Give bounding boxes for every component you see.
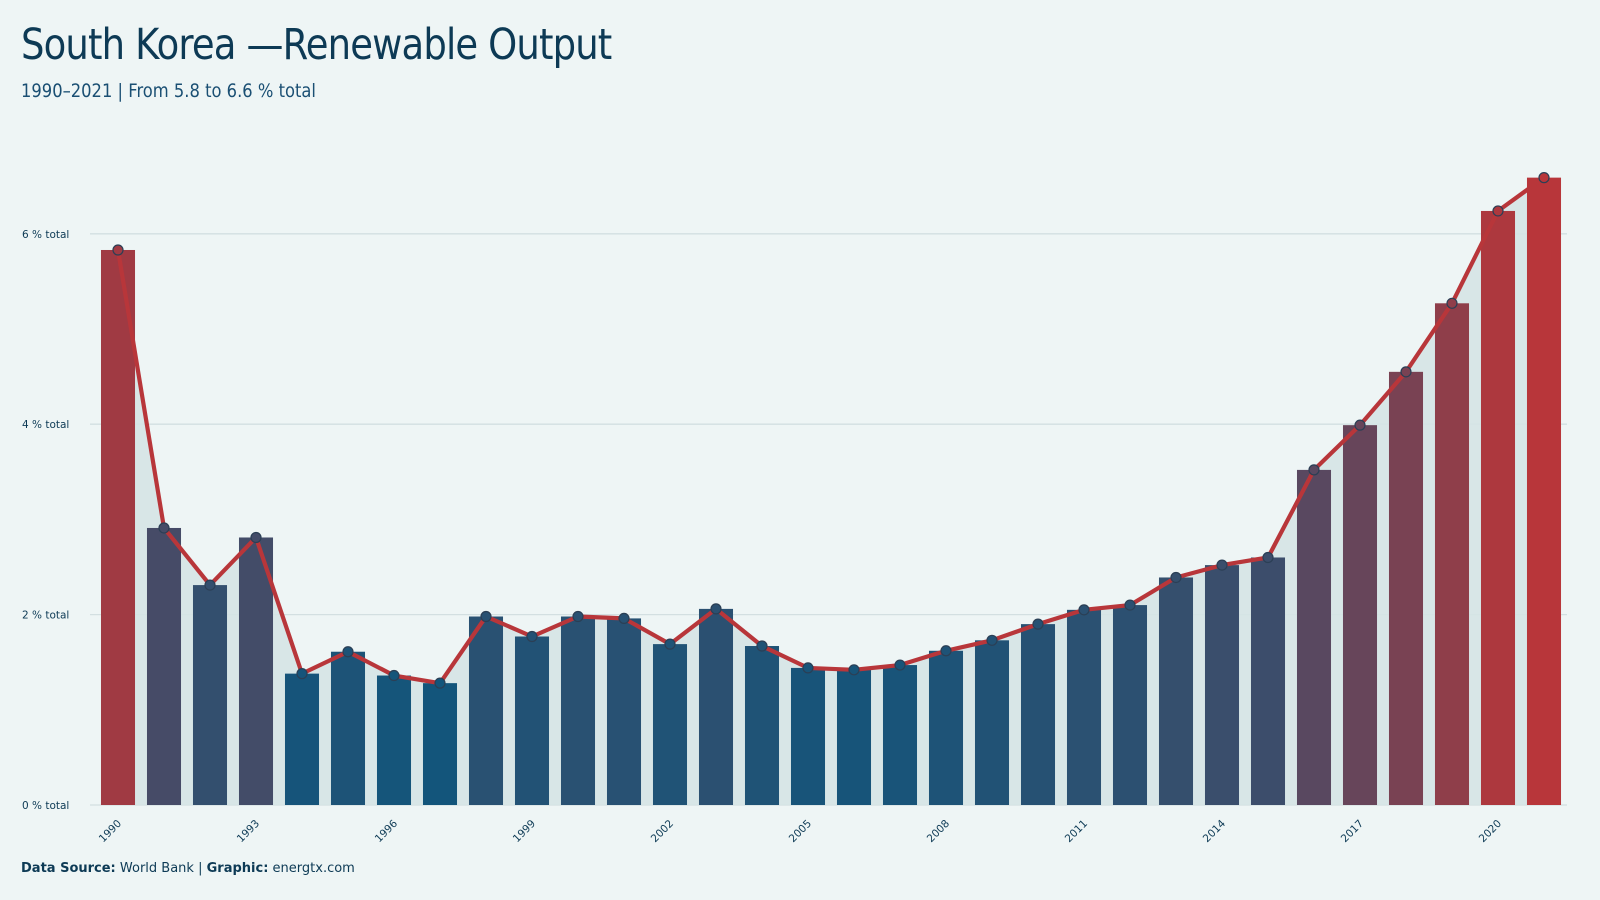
point-1998	[480, 610, 492, 623]
point-1990	[112, 244, 124, 256]
point-2003	[710, 603, 722, 615]
point-2004	[756, 640, 768, 652]
point-1995	[342, 646, 354, 658]
x-axis: 1990 1993 1996 1999 2002 2005 2008 2011 2014 2017…	[97, 817, 1504, 845]
bar-2008	[928, 650, 964, 805]
chart-title: South Korea —Renewable Output	[21, 20, 612, 70]
bar-layer	[100, 177, 1562, 805]
point-1993	[250, 531, 262, 544]
y-tick-label: 0 % total	[22, 800, 69, 812]
footer-separator: |	[198, 861, 203, 876]
bar-2003	[698, 608, 734, 805]
bar-2017	[1342, 425, 1378, 805]
point-2007	[894, 659, 906, 671]
point-2010	[1032, 618, 1044, 630]
point-1997	[434, 677, 446, 689]
point-1996	[388, 669, 400, 682]
bar-1999	[514, 636, 550, 805]
bar-1997	[422, 683, 458, 805]
x-tick-label: 1993	[235, 818, 262, 845]
bar-2002	[652, 644, 688, 805]
bar-1994	[284, 673, 320, 805]
x-tick-label: 1990	[97, 818, 124, 845]
point-2001	[618, 612, 630, 625]
graphic-value: energtx.com	[272, 861, 355, 876]
x-tick-label: 2002	[649, 818, 676, 845]
point-1991	[158, 522, 170, 534]
x-tick-label: 2020	[1477, 818, 1504, 845]
point-2015	[1262, 551, 1274, 564]
bar-2020	[1480, 210, 1516, 805]
y-tick-label: 2 % total	[22, 610, 69, 622]
bar-1991	[146, 527, 182, 805]
bar-2001	[606, 618, 642, 805]
bar-2004	[744, 646, 780, 805]
point-2017	[1354, 419, 1366, 431]
bar-2009	[974, 640, 1010, 805]
y-tick-label: 4 % total	[22, 419, 69, 431]
bar-2018	[1388, 371, 1424, 805]
footer: Data Source: World Bank | Graphic: energ…	[21, 861, 355, 876]
bar-2005	[790, 667, 826, 805]
bar-1998	[468, 616, 504, 805]
x-tick-label: 2017	[1339, 818, 1366, 845]
point-2014	[1216, 559, 1228, 571]
bar-2000	[560, 616, 596, 805]
source-value: World Bank	[119, 861, 194, 876]
point-2020	[1492, 205, 1504, 217]
point-2005	[802, 662, 814, 674]
series-line	[115, 175, 1547, 686]
point-2021	[1538, 172, 1550, 184]
point-2006	[848, 664, 860, 676]
bar-1996	[376, 675, 412, 805]
bar-1990	[100, 249, 136, 805]
bar-2015	[1250, 557, 1286, 805]
point-2019	[1446, 297, 1458, 309]
point-2002	[664, 638, 676, 650]
bar-2013	[1158, 577, 1194, 805]
bar-1992	[192, 585, 228, 805]
x-tick-label: 2011	[1063, 818, 1090, 845]
chart-subtitle: 1990–2021 | From 5.8 to 6.6 % total	[21, 80, 316, 102]
x-tick-label: 1999	[511, 818, 538, 845]
bar-2006	[836, 669, 872, 805]
point-2009	[986, 634, 998, 646]
point-1994	[296, 668, 308, 680]
bar-2011	[1066, 609, 1102, 805]
point-2011	[1078, 604, 1090, 616]
graphic-label: Graphic:	[206, 861, 269, 876]
x-tick-label: 1996	[373, 817, 401, 845]
x-tick-label: 2005	[787, 818, 814, 845]
bar-2016	[1296, 469, 1332, 805]
y-axis: 0 % total 2 % total 4 % total 6 % total	[22, 229, 69, 812]
x-tick-label: 2008	[925, 818, 952, 845]
point-2012	[1124, 599, 1136, 611]
bar-2012	[1112, 605, 1148, 805]
source-label: Data Source:	[21, 861, 116, 876]
bar-2010	[1020, 624, 1056, 805]
y-tick-label: 6 % total	[22, 229, 69, 241]
line-layer	[115, 175, 1547, 686]
bar-2007	[882, 665, 918, 805]
bar-2014	[1204, 565, 1240, 805]
point-1992	[204, 579, 216, 591]
point-2008	[940, 645, 952, 657]
point-2013	[1170, 571, 1182, 584]
marker-layer	[112, 172, 1550, 689]
point-1999	[526, 630, 538, 643]
point-2000	[572, 610, 584, 623]
bar-2019	[1434, 303, 1470, 805]
bar-2021	[1526, 177, 1562, 805]
point-2018	[1400, 366, 1412, 378]
point-2016	[1308, 464, 1320, 476]
x-tick-label: 2014	[1201, 817, 1229, 845]
bar-1993	[238, 537, 274, 805]
bar-1995	[330, 651, 366, 805]
